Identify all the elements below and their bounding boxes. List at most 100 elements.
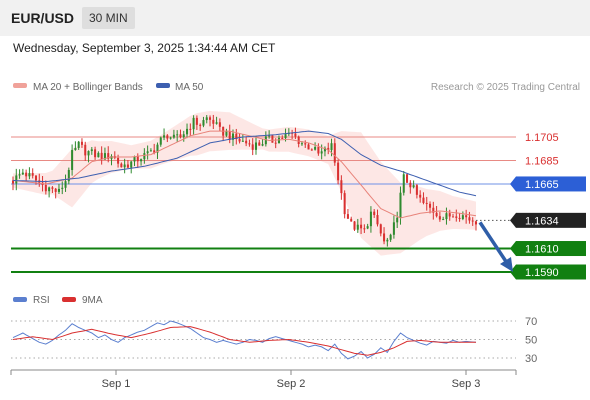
candle-body [317,147,320,154]
candle-body [474,221,478,225]
candle-body [452,216,455,218]
candle-body [202,120,205,126]
candle-body [143,153,146,160]
candle-body [159,137,162,145]
candle-body [209,117,212,120]
candle-body [284,134,287,139]
candle-body [271,135,274,143]
candle-body [235,133,238,140]
candle-body [149,150,152,152]
bollinger-legend-swatch [13,83,27,88]
candle-body [192,117,195,130]
candle-body [268,135,271,137]
candle-body [379,224,382,234]
candle-body [120,163,123,168]
candle-body [314,147,317,150]
rsi-tick-30: 30 [525,353,537,365]
candle-body [228,131,231,140]
candle-body [383,233,386,242]
ma50-legend-swatch [156,83,170,88]
candle-body [248,143,251,145]
candle-body [258,142,261,146]
candle-body [100,152,103,160]
candle-body [425,202,428,204]
candle-body [182,134,185,138]
forecast-arrow-head [500,257,513,272]
rsi-legend: RSI 9MA [13,295,103,306]
candle-body [80,141,83,145]
candle-body [44,184,47,192]
candle-body [438,216,441,220]
candle-body [241,140,244,142]
candle-body [330,143,333,151]
candle-body [333,143,336,163]
candle-body [415,185,418,195]
candle-body [277,137,280,144]
candle-body [389,234,392,240]
candle-body [337,162,340,181]
level-tag-pointer-1.1610 [510,241,516,257]
candle-body [51,187,54,189]
candle-body [18,174,21,176]
candle-body [67,169,70,182]
candle-body [320,151,323,154]
watermark: Research © 2025 Trading Central [431,82,580,93]
rsi-line [12,320,477,360]
candle-body [327,147,330,151]
candle-body [146,151,149,154]
level-tag-pointer-1.1665 [510,176,516,192]
candle-body [245,140,248,144]
x-tick-label: Sep 2 [277,378,306,390]
level-labels: 1.1705 1.1685 1.1665 1.1634 1.1610 1.1590 [510,132,586,280]
x-tick-label: Sep 1 [102,378,131,390]
timeframe-badge[interactable]: 30 MIN [82,7,135,29]
candle-body [442,219,445,221]
moving-averages [12,130,477,219]
level-tag-pointer-1.1634 [510,212,516,228]
candle-body [97,152,100,158]
candle-body [435,212,438,217]
rsi-tick-70: 70 [525,316,537,328]
forecast-arrow [478,221,513,272]
candle-body [136,156,139,162]
forecast-arrow-shaft [478,221,509,264]
candle-body [231,133,235,140]
candle-body [432,207,435,213]
candle-body [57,188,60,192]
candle-body [54,188,57,192]
candle-body [399,192,402,218]
candle-body [153,150,156,153]
candle-body [366,226,369,229]
candle-body [445,213,448,220]
candle-body [218,122,221,127]
rsi-tick-50: 50 [525,335,537,347]
candle-body [28,173,31,177]
candle-body [61,187,64,189]
candle-body [87,151,90,156]
candle-body [179,134,182,138]
candle-body [458,217,461,220]
candle-body [90,149,93,152]
candle-body [172,134,175,138]
candle-body [300,143,303,145]
candle-body [281,137,284,139]
candle-body [140,159,143,162]
candle-body [406,174,409,183]
candle-body [156,144,159,153]
candle-body [409,182,412,188]
candle-body [199,124,202,126]
candle-body [11,180,15,184]
candle-body [461,215,464,220]
candle-body [103,153,106,160]
candle-body [238,139,241,142]
candle-body [323,147,326,152]
candle-body [225,131,228,136]
timestamp: Wednesday, September 3, 2025 1:34:44 AM … [13,41,276,55]
ma50-line [12,130,477,197]
level-label-1.1610: 1.1610 [525,244,559,256]
rsi-ma-legend-swatch [62,297,76,302]
instrument-name: EUR/USD [11,10,75,26]
candle-body [48,187,51,192]
level-tag-1.1634 [516,212,586,228]
